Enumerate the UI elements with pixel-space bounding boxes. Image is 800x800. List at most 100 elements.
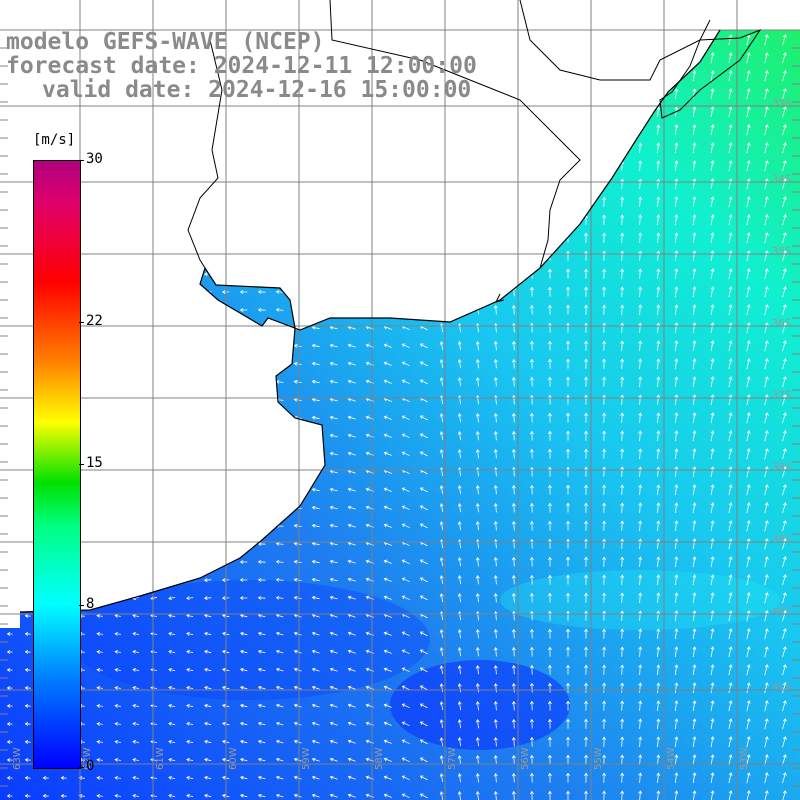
wind-arrow <box>204 721 212 726</box>
wind-arrow <box>782 322 787 334</box>
wind-arrow <box>311 397 320 402</box>
wind-arrow <box>692 718 697 730</box>
wind-arrow <box>710 718 715 730</box>
wind-arrow <box>383 451 392 456</box>
wind-arrow <box>710 340 715 352</box>
wind-arrow <box>638 250 643 261</box>
wind-arrow <box>401 361 410 367</box>
wind-arrow <box>275 721 284 726</box>
wind-arrow <box>746 790 751 800</box>
wind-arrow <box>710 286 715 298</box>
wind-arrow <box>584 340 588 351</box>
wind-arrow <box>419 793 428 799</box>
wind-arrow <box>728 124 733 136</box>
wind-arrow <box>710 466 715 478</box>
wind-arrow <box>311 559 320 564</box>
wind-arrow <box>656 466 661 477</box>
wind-arrow <box>186 649 194 654</box>
wind-arrow <box>329 361 338 366</box>
wind-arrow <box>674 250 679 262</box>
wind-arrow <box>692 106 697 118</box>
wind-arrow <box>475 484 480 495</box>
wind-arrow <box>475 700 480 711</box>
wind-arrow <box>566 682 570 693</box>
wind-arrow <box>419 433 428 439</box>
wind-arrow <box>566 304 570 315</box>
wind-arrow <box>168 596 176 601</box>
wind-arrow <box>728 142 733 154</box>
wind-arrow <box>493 502 498 513</box>
wind-arrow <box>728 196 733 208</box>
wind-arrow <box>383 595 392 600</box>
colorbar-tick-label: 22 <box>86 312 103 329</box>
wind-arrow <box>764 556 769 568</box>
wind-arrow <box>275 577 284 582</box>
wind-arrow <box>329 523 338 528</box>
wind-arrow <box>692 232 697 244</box>
wind-arrow <box>475 502 480 513</box>
wind-arrow <box>439 791 444 800</box>
wind-arrow <box>674 484 679 496</box>
wind-arrow <box>383 379 392 384</box>
wind-arrow <box>401 505 410 511</box>
wind-arrow <box>728 664 733 676</box>
latitude-labels: 33S 34S 35S 36S 37S 38S 39S 40S 41S <box>772 98 791 693</box>
wind-arrow <box>710 178 715 190</box>
wind-arrow <box>584 502 588 513</box>
wind-arrow <box>746 484 751 496</box>
wind-arrow <box>475 520 480 531</box>
wind-arrow <box>257 685 266 690</box>
wind-arrow <box>311 739 320 744</box>
wind-arrow <box>782 466 787 478</box>
wind-arrow <box>439 575 444 585</box>
wind-arrow <box>439 737 444 747</box>
wind-arrow <box>746 772 751 784</box>
wind-arrow <box>566 484 570 495</box>
wind-arrow <box>782 88 787 100</box>
wind-arrow <box>311 595 320 600</box>
wind-arrow <box>584 394 588 405</box>
wind-arrow <box>782 196 787 208</box>
wind-arrow <box>6 650 13 654</box>
wind-arrow <box>493 556 498 567</box>
wind-arrow <box>401 649 410 655</box>
wind-arrow <box>311 379 320 384</box>
wind-arrow <box>401 775 410 781</box>
wind-arrow <box>746 682 751 694</box>
wind-arrow <box>293 343 302 348</box>
wind-arrow <box>764 592 769 604</box>
wind-arrow <box>529 772 534 783</box>
wind-arrow <box>692 88 697 100</box>
wind-arrow <box>347 487 356 492</box>
wind-arrow <box>692 286 697 298</box>
wind-arrow <box>692 754 697 766</box>
wind-arrow <box>566 520 570 531</box>
wind-arrow <box>782 718 787 730</box>
wind-arrow <box>620 520 625 531</box>
wind-arrow <box>764 574 769 586</box>
wind-arrow <box>602 304 607 315</box>
wind-arrow <box>620 466 625 477</box>
wind-arrow <box>674 304 679 316</box>
wind-arrow <box>692 358 697 370</box>
wind-arrow <box>293 721 302 726</box>
colorbar-tick-mark <box>79 605 84 607</box>
wind-arrow <box>132 775 140 780</box>
wind-arrow <box>656 538 661 549</box>
wind-arrow <box>239 308 248 312</box>
wind-arrow <box>24 758 31 762</box>
wind-arrow <box>782 700 787 712</box>
wind-arrow <box>529 574 534 585</box>
wind-arrow <box>674 340 679 352</box>
wind-arrow <box>728 502 733 514</box>
wind-arrow <box>475 772 480 783</box>
wind-arrow <box>204 739 212 744</box>
colorbar-tick-mark <box>79 767 84 768</box>
wind-arrow <box>96 632 103 636</box>
wind-arrow <box>6 668 13 672</box>
wind-arrow <box>475 628 480 639</box>
wind-arrow <box>728 178 733 190</box>
wind-arrow <box>710 394 715 406</box>
wind-arrow <box>764 34 769 46</box>
wind-arrow <box>764 88 769 100</box>
